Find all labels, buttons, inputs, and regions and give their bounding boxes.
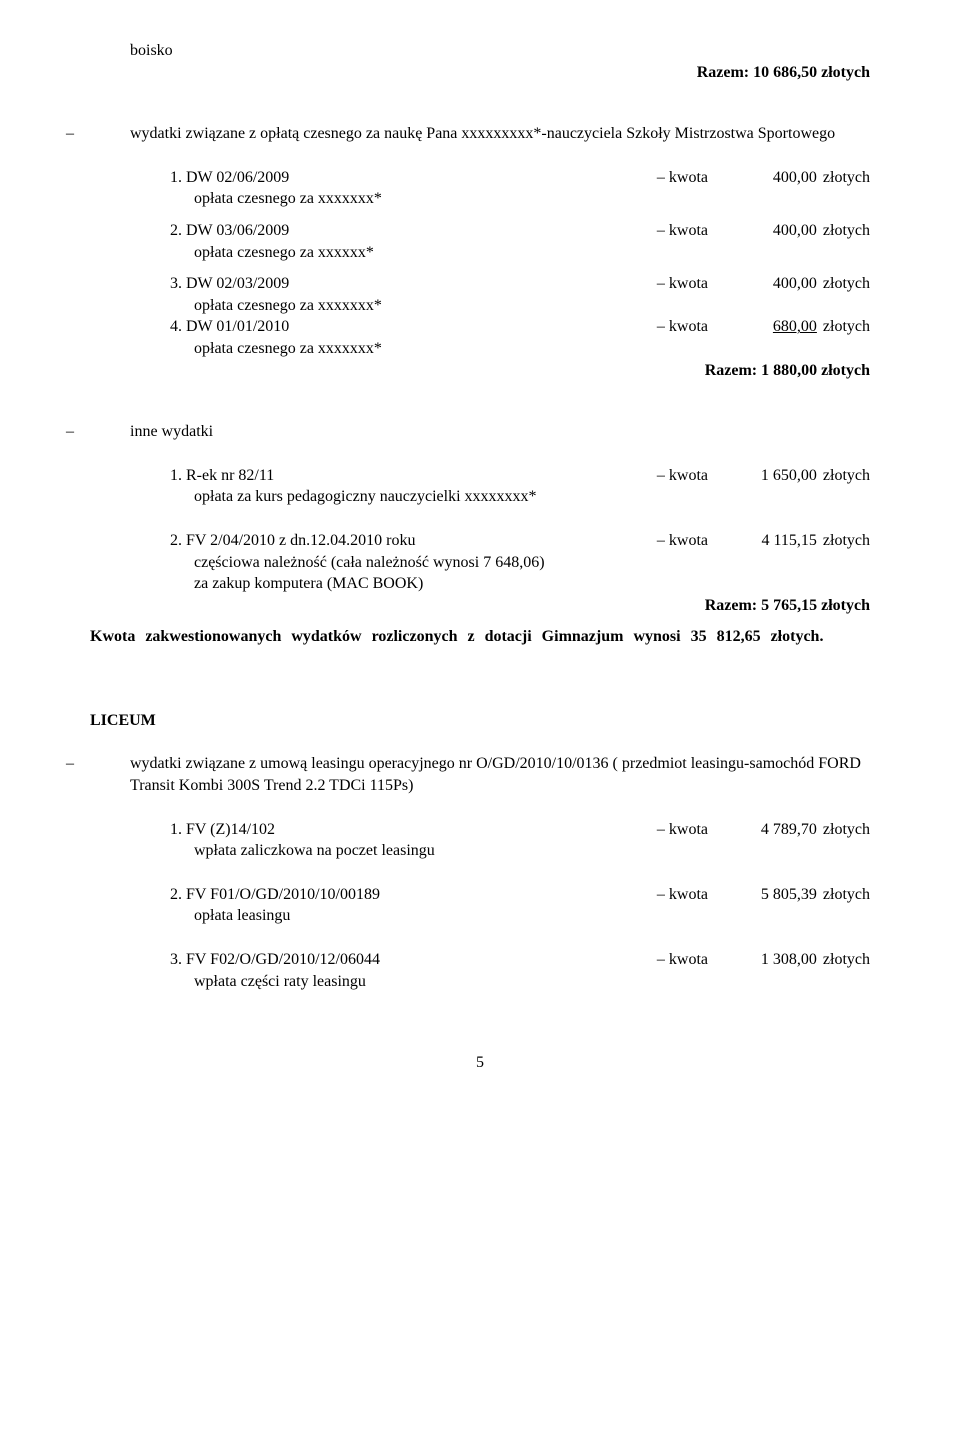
sectionB-razem: Razem: 5 765,15 złotych xyxy=(90,595,870,617)
a-item3-num: 3. DW 02/03/2009 xyxy=(90,273,289,295)
b-item2-sub2: za zakup komputera (MAC BOOK) xyxy=(90,573,870,595)
sectionB-bullet: inne wydatki xyxy=(90,421,870,443)
page-number: 5 xyxy=(90,1052,870,1074)
boisko-label: boisko xyxy=(90,40,870,62)
b-item2-num: 2. FV 2/04/2010 z dn.12.04.2010 roku xyxy=(90,530,415,552)
a-item3-sub: opłata czesnego za xxxxxxx* xyxy=(90,295,870,317)
sectionA-razem: Razem: 1 880,00 złotych xyxy=(90,360,870,382)
l-item3-num: 3. FV F02/O/GD/2010/12/06044 xyxy=(90,949,380,971)
l-item1-num: 1. FV (Z)14/102 xyxy=(90,819,275,841)
a-item2-num: 2. DW 03/06/2009 xyxy=(90,220,289,242)
liceum-bullet: wydatki związane z umową leasingu operac… xyxy=(90,753,870,796)
summary: Kwota zakwestionowanych wydatków rozlicz… xyxy=(90,626,870,648)
b-item2-amt: –kwota 4 115,15złotych xyxy=(650,530,870,552)
razem-top: Razem: 10 686,50 złotych xyxy=(90,62,870,84)
a-item3-amt: –kwota 400,00złotych xyxy=(650,273,870,295)
b-item2-sub1: częściowa należność (cała należność wyno… xyxy=(90,552,870,574)
a-item1-sub: opłata czesnego za xxxxxxx* xyxy=(90,188,870,210)
liceum-heading: LICEUM xyxy=(90,710,870,732)
b-item1-num: 1. R-ek nr 82/11 xyxy=(90,465,274,487)
a-item1-num: 1. DW 02/06/2009 xyxy=(90,167,289,189)
l-item1-amt: –kwota 4 789,70złotych xyxy=(650,819,870,841)
b-item1-sub: opłata za kurs pedagogiczny nauczycielki… xyxy=(90,486,870,508)
l-item3-sub: wpłata części raty leasingu xyxy=(90,971,870,993)
a-item1-amt: –kwota 400,00złotych xyxy=(650,167,870,189)
a-item4-amt: –kwota 680,00złotych xyxy=(650,316,870,338)
l-item2-sub: opłata leasingu xyxy=(90,905,870,927)
b-item1-amt: –kwota 1 650,00złotych xyxy=(650,465,870,487)
l-item3-amt: –kwota 1 308,00złotych xyxy=(650,949,870,971)
a-item4-sub: opłata czesnego za xxxxxxx* xyxy=(90,338,870,360)
a-item4-num: 4. DW 01/01/2010 xyxy=(90,316,289,338)
a-item2-sub: opłata czesnego za xxxxxx* xyxy=(90,242,870,264)
a-item2-amt: –kwota 400,00złotych xyxy=(650,220,870,242)
l-item2-amt: –kwota 5 805,39złotych xyxy=(650,884,870,906)
l-item2-num: 2. FV F01/O/GD/2010/10/00189 xyxy=(90,884,380,906)
l-item1-sub: wpłata zaliczkowa na poczet leasingu xyxy=(90,840,870,862)
sectionA-bullet: wydatki związane z opłatą czesnego za na… xyxy=(90,123,870,145)
